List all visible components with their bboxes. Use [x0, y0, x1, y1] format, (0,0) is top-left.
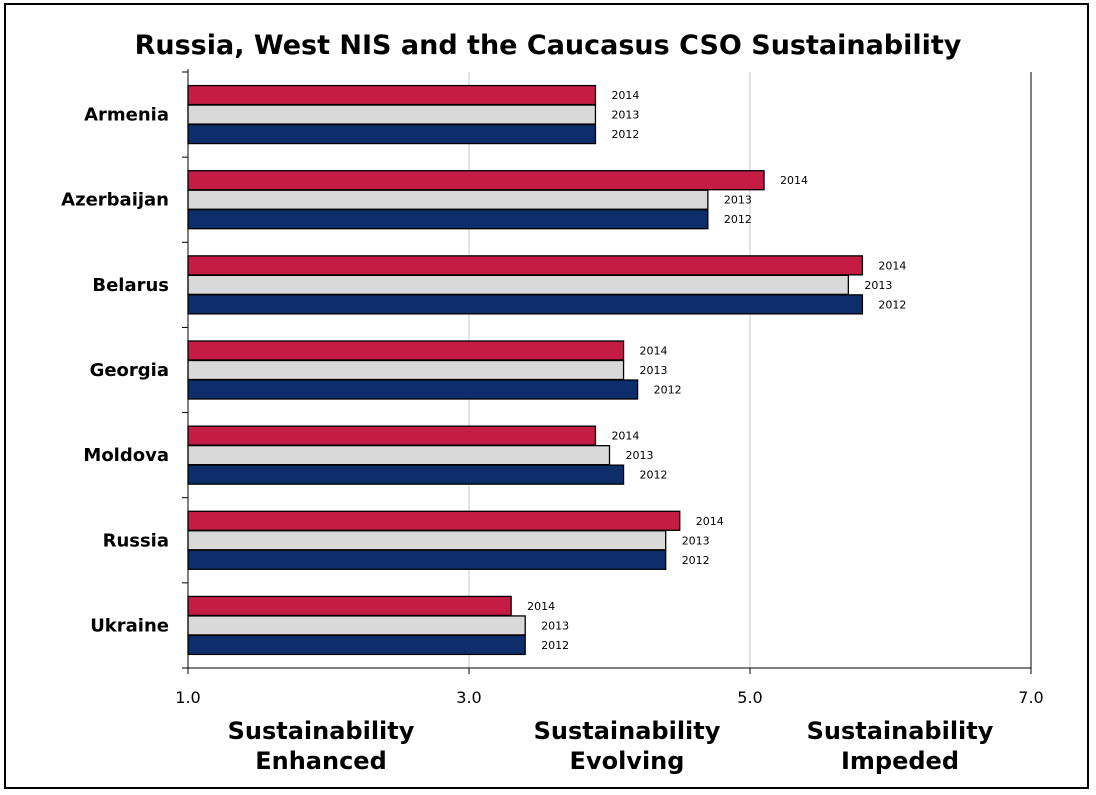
bar-2013: [187, 104, 597, 125]
bar-data-label: 2012: [541, 639, 569, 652]
bar-data-label: 2012: [611, 128, 639, 141]
bar-2013: [187, 359, 625, 381]
zone-line1: Sustainability: [227, 717, 415, 745]
category-label: Georgia: [90, 360, 169, 381]
bar-2013: [187, 530, 667, 551]
bar-data-label: 2013: [682, 534, 710, 547]
zone-line2: Impeded: [840, 747, 960, 775]
bar-data-label: 2014: [611, 89, 639, 102]
x-tick-label: 7.0: [1018, 688, 1043, 707]
bar-2012: [187, 549, 667, 570]
bars: [187, 84, 864, 656]
zone-label-impeded: Sustainability Impeded: [770, 716, 1030, 776]
zone-line2: Evolving: [569, 747, 685, 775]
zone-line1: Sustainability: [806, 717, 994, 745]
bar-2014: [187, 340, 625, 361]
bar-2012: [187, 123, 597, 145]
bar-2013: [187, 274, 849, 296]
bar-data-label: 2014: [527, 600, 555, 613]
bar-data-label: 2012: [682, 554, 710, 567]
bar-2014: [187, 425, 597, 446]
bar-data-label: 2012: [654, 384, 682, 397]
category-label: Russia: [103, 530, 169, 551]
zone-line2: Enhanced: [255, 747, 387, 775]
bar-data-label: 2013: [864, 279, 892, 292]
bar-data-label: 2014: [878, 259, 906, 272]
axes: [182, 69, 1032, 674]
x-tick-label: 1.0: [175, 688, 200, 707]
chart-title: Russia, West NIS and the Caucasus CSO Su…: [134, 30, 962, 61]
bar-data-label: 2013: [611, 109, 639, 122]
zone-label-evolving: Sustainability Evolving: [497, 716, 757, 776]
bar-2012: [187, 209, 709, 230]
bar-data-label: 2012: [640, 469, 668, 482]
category-label: Moldova: [83, 445, 169, 466]
bar-data-label: 2014: [611, 430, 639, 443]
bar-data-label: 2013: [724, 194, 752, 207]
category-label: Belarus: [92, 275, 169, 296]
bar-2014: [187, 255, 864, 276]
bar-2014: [187, 84, 597, 106]
bar-data-label: 2014: [780, 174, 808, 187]
bar-2013: [187, 189, 709, 210]
bar-2014: [187, 510, 681, 531]
bar-data-label: 2012: [878, 298, 906, 311]
bar-2012: [187, 379, 639, 400]
bar-data-label: 2013: [626, 449, 654, 462]
x-tick-label: 5.0: [737, 688, 762, 707]
bar-2014: [187, 170, 765, 191]
bar-2013: [187, 615, 526, 636]
bar-data-label: 2013: [541, 619, 569, 632]
bar-2014: [187, 595, 512, 617]
bar-2012: [187, 464, 625, 485]
zone-line1: Sustainability: [533, 717, 721, 745]
x-tick-label: 3.0: [456, 688, 481, 707]
category-label: Azerbaijan: [61, 190, 169, 211]
zone-label-enhanced: Sustainability Enhanced: [191, 716, 451, 776]
bar-data-label: 2012: [724, 213, 752, 226]
category-label: Ukraine: [90, 615, 169, 636]
bar-2012: [187, 294, 864, 315]
bar-data-label: 2014: [640, 345, 668, 358]
labels: 1.0 3.0 5.0 7.0 2014 2013 2012 Armenia 2014 2013 2…: [61, 89, 1044, 707]
category-label: Armenia: [84, 105, 169, 126]
bar-2013: [187, 444, 611, 466]
bar-2012: [187, 634, 526, 656]
bar-data-label: 2014: [696, 515, 724, 528]
bar-data-label: 2013: [640, 364, 668, 377]
